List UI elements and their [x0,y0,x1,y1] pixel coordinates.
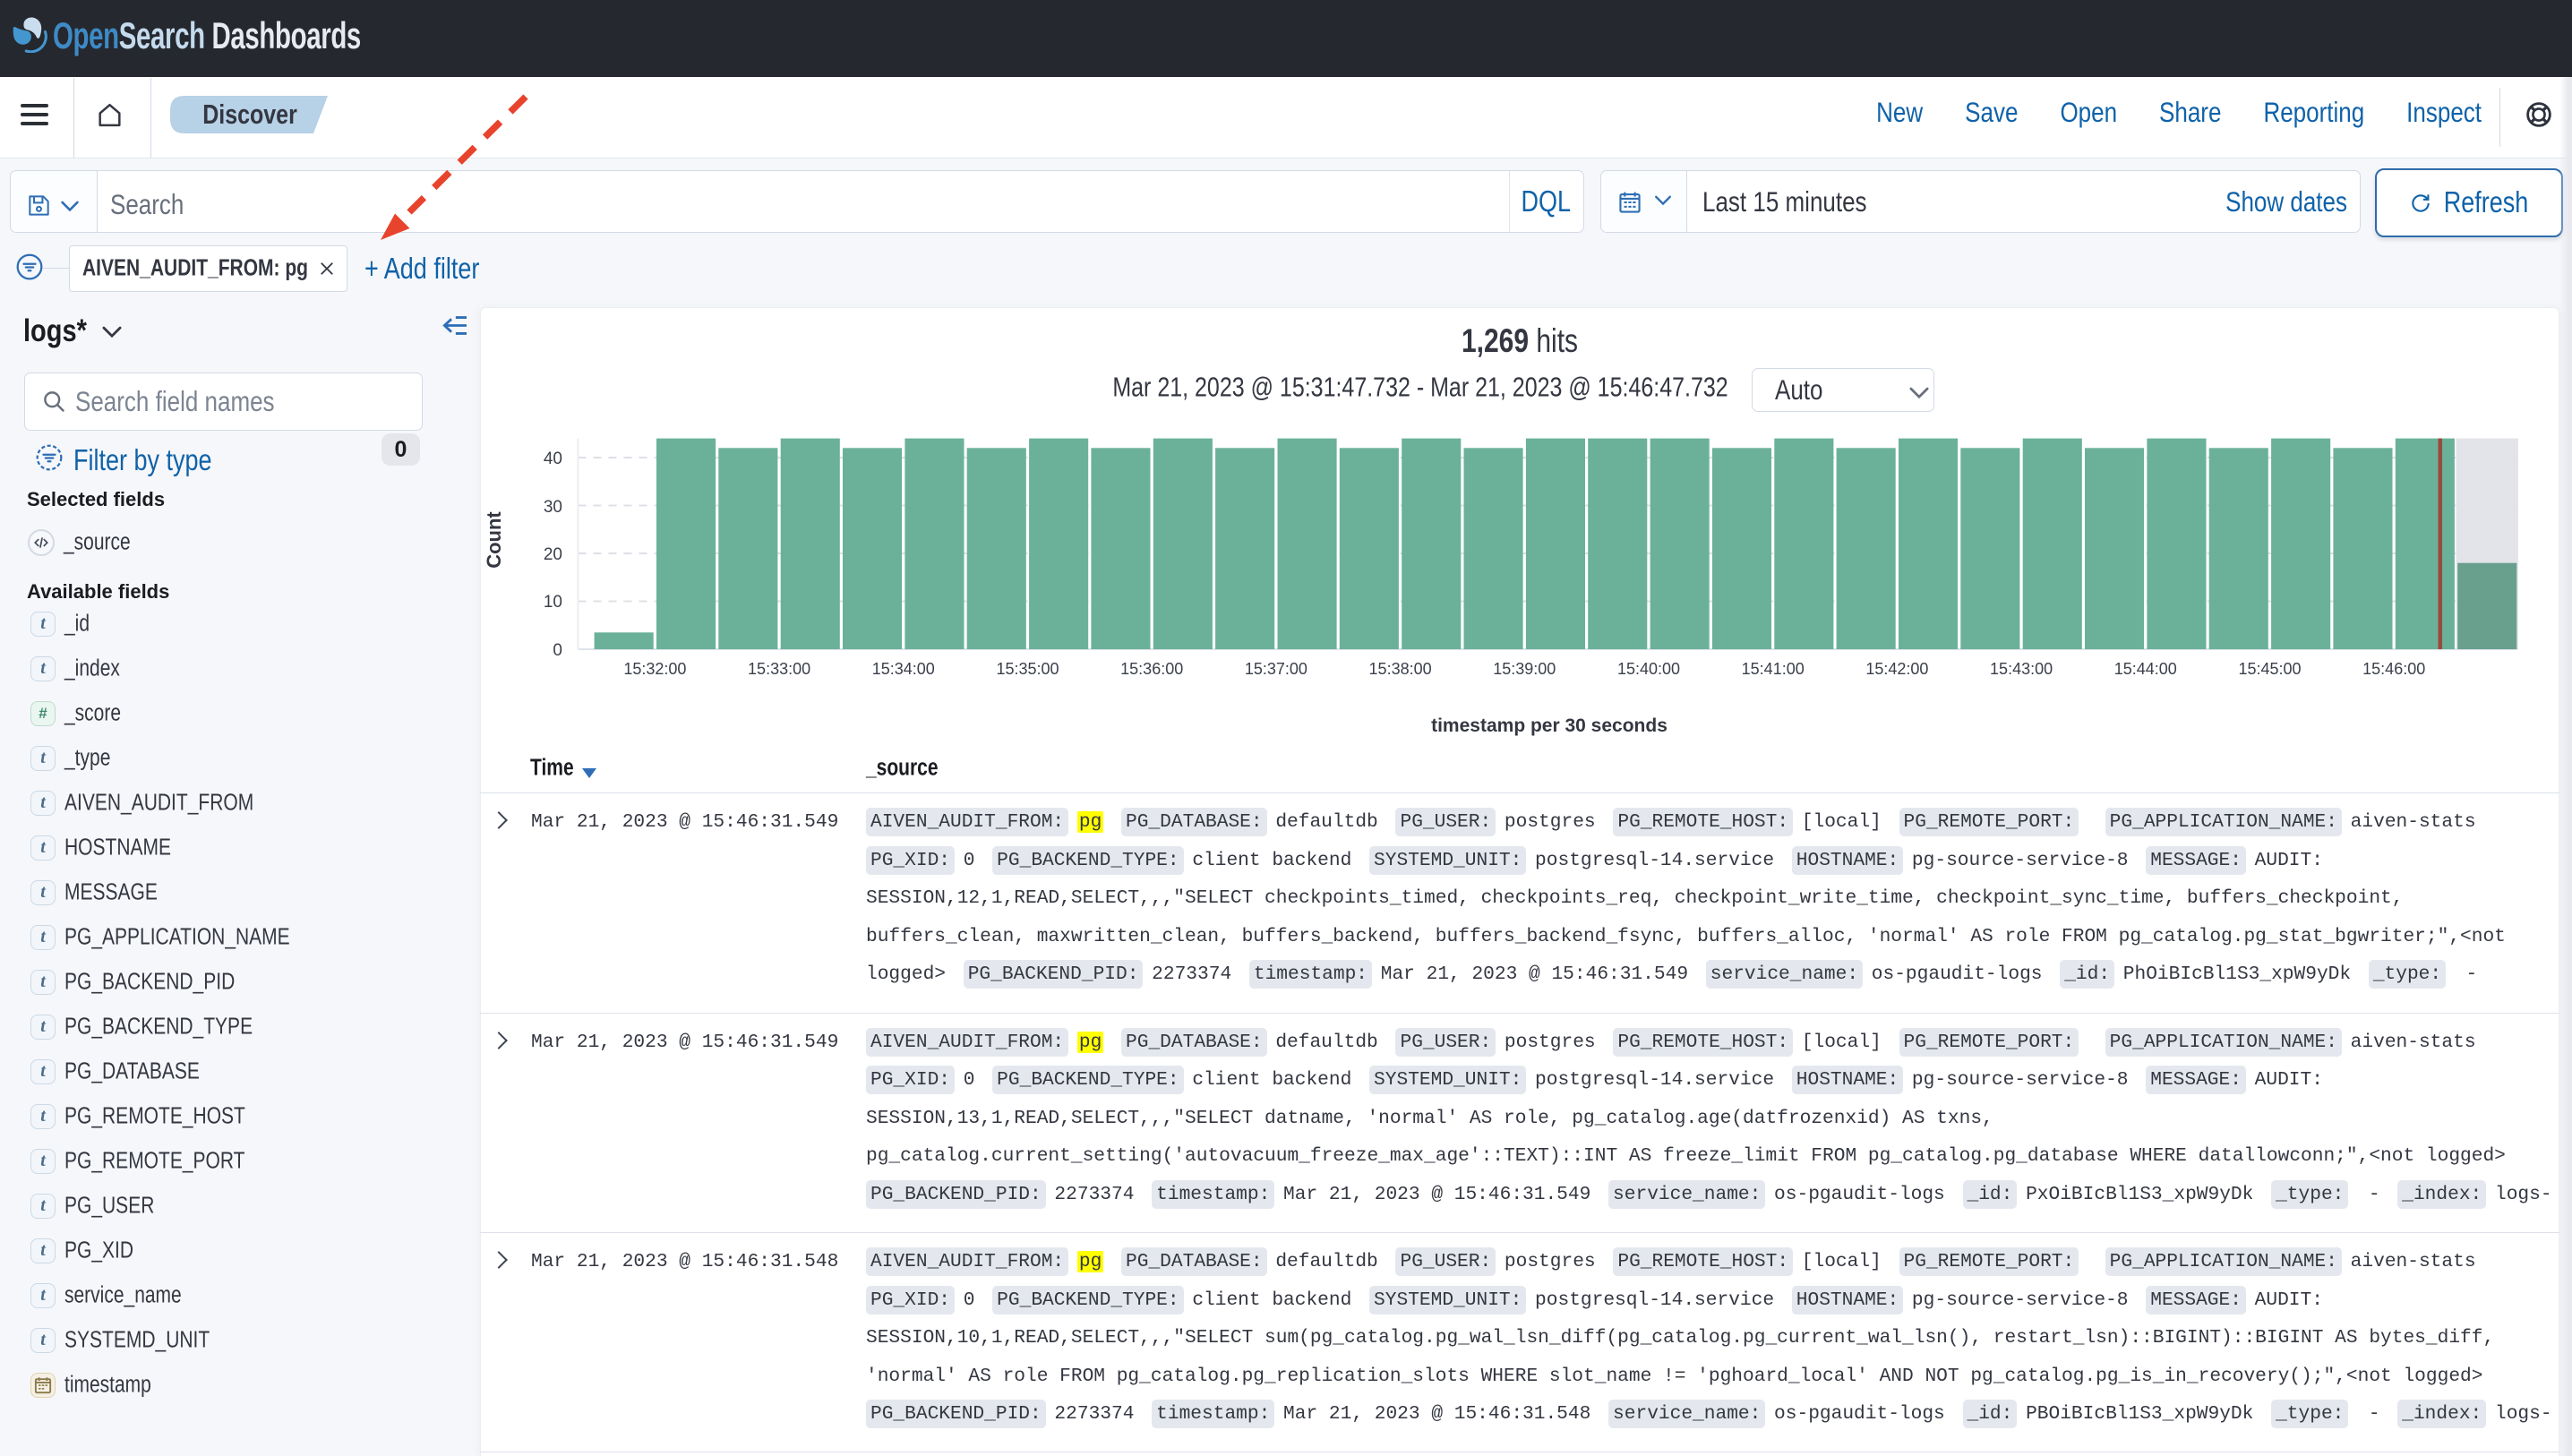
svg-text:15:45:00: 15:45:00 [2238,660,2301,678]
svg-text:15:43:00: 15:43:00 [1990,660,2053,678]
svg-text:20: 20 [544,545,562,564]
svg-text:15:32:00: 15:32:00 [623,660,686,678]
svg-text:15:36:00: 15:36:00 [1120,660,1183,678]
svg-text:15:39:00: 15:39:00 [1493,660,1556,678]
svg-text:15:35:00: 15:35:00 [996,660,1059,678]
svg-text:15:46:00: 15:46:00 [2362,660,2425,678]
svg-text:15:33:00: 15:33:00 [748,660,810,678]
svg-text:Count: Count [483,511,505,569]
svg-text:15:40:00: 15:40:00 [1617,660,1680,678]
svg-text:15:38:00: 15:38:00 [1369,660,1432,678]
svg-text:15:34:00: 15:34:00 [872,660,935,678]
svg-text:15:44:00: 15:44:00 [2114,660,2177,678]
svg-text:40: 40 [544,450,562,468]
svg-text:30: 30 [544,498,562,517]
svg-text:15:37:00: 15:37:00 [1245,660,1307,678]
svg-text:15:41:00: 15:41:00 [1742,660,1805,678]
svg-text:10: 10 [544,593,562,612]
svg-text:0: 0 [553,641,562,660]
svg-text:15:42:00: 15:42:00 [1865,660,1928,678]
